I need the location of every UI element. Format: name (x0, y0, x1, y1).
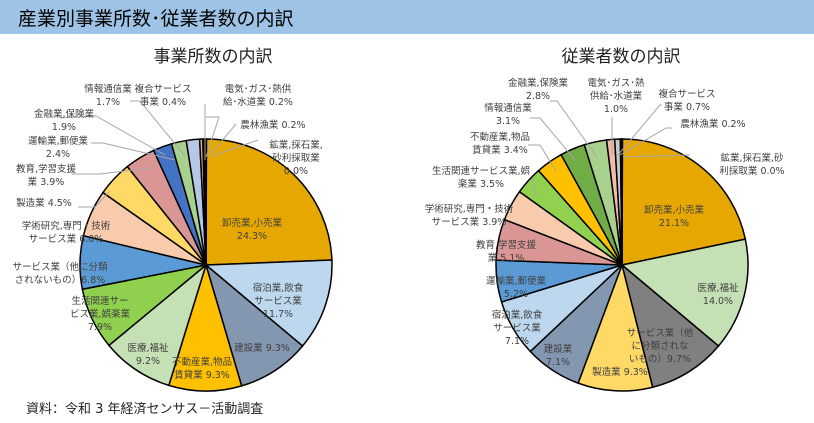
leader-line (211, 139, 259, 157)
leader-line (528, 144, 557, 172)
slice-label: 卸売業,小売業 24.3% (222, 217, 283, 242)
slice-label: 複合サービス事業 0.4% (134, 83, 191, 108)
leader-line (59, 115, 166, 156)
slice-label: 卸売業,小売業 21.1% (644, 204, 705, 229)
slice-label: 電気･ガス･熱供給･水道業 1.0% (587, 77, 645, 115)
pie-slice (620, 238, 749, 348)
page-title: 産業別事業所数･従業者数の内訳 (18, 8, 294, 30)
slice-label: サービス業（他に分類されないもの）6.8% (12, 261, 108, 286)
slice-label: 電気･ガス･熱供給･水道業 0.2% (223, 83, 293, 108)
slice-label: 学術研究,専門・技術サービス業 3.9% (425, 203, 514, 228)
slice-label: 製造業 9.3% (592, 366, 648, 378)
slice-label: サービス業（他に分類されないもの）9.7% (627, 327, 694, 365)
leader-line (550, 100, 598, 158)
slice-label: 教育,学習支援業 3.9% (16, 163, 77, 188)
pie-employees (495, 138, 749, 392)
pie-slice (620, 262, 720, 389)
pie-establishments (79, 138, 333, 392)
slice-label: 医療,福祉 9.2% (127, 342, 169, 367)
labels-employees: 卸売業,小売業 21.1% 医療,福祉 14.0%サービス業（他に分類されないもの）9… (425, 77, 785, 378)
leader-line (530, 179, 538, 199)
slice-label: 複合サービス事業 0.7% (658, 88, 715, 113)
leader-line (209, 123, 237, 156)
slice-label: 建設業 7.1% (544, 343, 573, 368)
header-bar: 産業別事業所数･従業者数の内訳 (0, 0, 814, 34)
slice-label: 不動産業,物品賃貸業 9.3% (172, 356, 232, 381)
chart-title-establishments: 事業所数の内訳 (153, 47, 273, 67)
leader-line (622, 154, 691, 158)
slice-label: 情報通信業 1.7% (84, 83, 132, 108)
slice-label: 農林漁業 0.2% (240, 119, 305, 131)
pie-slice (205, 138, 208, 266)
slice-label: 医療,福祉 14.0% (697, 282, 739, 307)
slice-label: 運輸業,郵便業 2.4% (28, 135, 89, 160)
slice-label: 鉱業,採石業,砂利採取業 0.0% (719, 152, 784, 177)
slice-label: 製造業 4.5% (16, 197, 72, 209)
chart-title-employees: 従業者数の内訳 (561, 47, 681, 67)
leader-line (205, 116, 220, 158)
leader-line (619, 127, 672, 156)
slice-label: 教育,学習支援業 5.1% (476, 239, 537, 264)
leader-line (130, 100, 186, 157)
slice-label: 生活関連サービス業,娯楽業 7.9% (70, 295, 131, 333)
slice-label: 農林漁業 0.2% (680, 118, 745, 130)
leader-lines-establishments (59, 100, 259, 208)
slice-label: 宿泊業,飲食サービス業 7.1% (492, 309, 543, 347)
leader-line (530, 117, 576, 161)
slice-label: 宿泊業,飲食サービス業 11.7% (253, 282, 304, 320)
pie-slice (204, 259, 333, 348)
slice-label: 生活関連サービス業,娯楽業 3.5% (432, 165, 531, 190)
pie-slice (205, 138, 333, 266)
labels-establishments: 卸売業,小売業 24.3% 宿泊業,飲食サービス業 11.7% 建設業 9.3%不動産業… (12, 83, 322, 381)
slice-label: 金融業,保険業 1.9% (34, 108, 95, 133)
pie-slice (621, 138, 747, 266)
slice-label: 建設業 9.3% (234, 342, 290, 354)
leader-line (617, 104, 662, 156)
slice-label: 金融業,保険業 2.8% (508, 77, 569, 102)
slice-label: 不動産業,物品賃貸業 3.4% (470, 131, 530, 156)
pie-slice (577, 262, 654, 392)
leader-lines-employees (528, 100, 691, 199)
slice-label: 学術研究,専門・技術サービス業 6.0% (22, 220, 111, 245)
leader-line (91, 142, 176, 161)
source-note: 資料：令和 3 年経済センサス－活動調査 (26, 402, 264, 417)
slice-label: 情報通信業 3.1% (484, 102, 532, 127)
leader-line (72, 167, 151, 175)
pie-slice (621, 138, 624, 266)
slice-label: 運輸業,郵便業 5.2% (486, 275, 547, 300)
slice-label: 鉱業,採石業,砂利採取業 0.0% (269, 139, 323, 177)
leader-line (78, 190, 111, 208)
